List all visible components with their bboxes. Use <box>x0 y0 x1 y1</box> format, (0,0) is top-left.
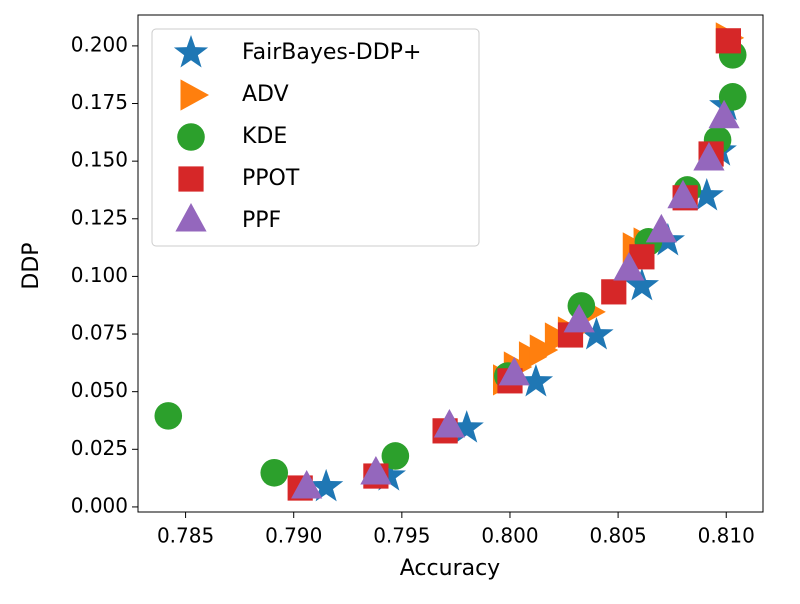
point <box>689 177 724 211</box>
point <box>624 267 660 301</box>
y-tick-label: 0.000 <box>71 493 128 517</box>
point <box>613 251 645 281</box>
point <box>381 442 410 470</box>
point <box>579 316 614 350</box>
point <box>360 455 392 485</box>
point <box>309 468 344 502</box>
legend-label: KDE <box>242 124 287 149</box>
point <box>449 410 484 443</box>
point <box>645 213 677 243</box>
point <box>260 459 289 487</box>
y-tick-label: 0.175 <box>71 90 128 114</box>
legend-box <box>151 28 480 247</box>
legend-marker <box>177 123 205 151</box>
point <box>529 334 559 366</box>
point <box>715 28 741 54</box>
legend-marker <box>175 203 207 232</box>
legend-marker <box>180 79 209 111</box>
legend-label: FairBayes-DDP+ <box>242 40 421 65</box>
x-axis-label: Accuracy <box>400 556 500 581</box>
y-tick-label: 0.050 <box>71 378 128 402</box>
point <box>708 99 740 129</box>
y-tick-label: 0.150 <box>71 148 128 172</box>
point <box>154 402 183 430</box>
y-tick-label: 0.125 <box>71 205 128 229</box>
plot-frame <box>137 14 764 513</box>
legend-label: ADV <box>242 82 289 107</box>
legend-marker <box>178 166 204 192</box>
y-tick-label: 0.075 <box>71 321 128 345</box>
y-axis-label: DDP <box>19 242 44 289</box>
point <box>667 179 699 209</box>
y-tick-label: 0.200 <box>71 32 128 56</box>
x-tick-label: 0.795 <box>373 524 430 548</box>
x-tick-label: 0.785 <box>157 524 214 548</box>
x-tick-label: 0.805 <box>589 524 646 548</box>
point <box>693 141 725 171</box>
point <box>601 279 627 305</box>
x-tick-label: 0.810 <box>698 524 755 548</box>
legend-marker <box>173 35 209 68</box>
point <box>563 303 595 333</box>
y-tick-label: 0.025 <box>71 436 128 460</box>
point <box>371 458 406 491</box>
point <box>291 470 323 499</box>
legend-label: PPF <box>242 208 281 233</box>
x-tick-label: 0.790 <box>265 524 322 548</box>
legend-label: PPOT <box>242 166 300 191</box>
x-tick-label: 0.800 <box>481 524 538 548</box>
y-tick-label: 0.100 <box>71 263 128 287</box>
point <box>498 356 530 386</box>
point <box>433 408 466 438</box>
point <box>518 363 554 397</box>
